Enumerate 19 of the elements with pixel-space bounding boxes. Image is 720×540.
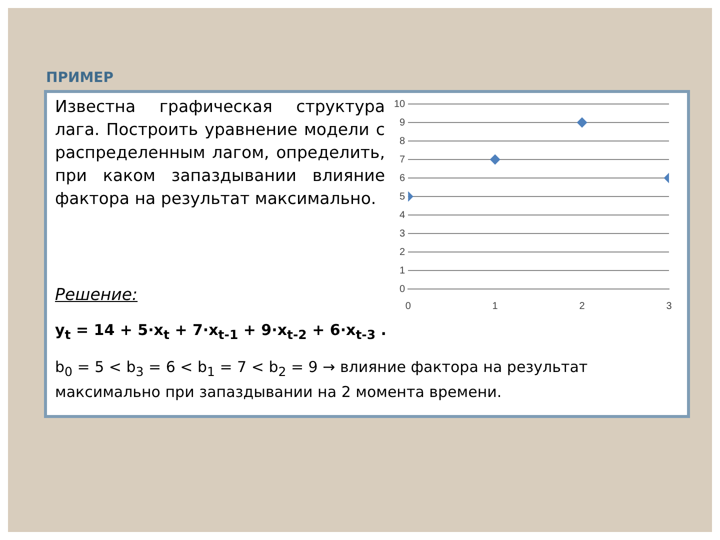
text: y$_{t}$ = 14 + 5·x$_{t}$ + 7·x$_{t-1}$ + 9·x$_{t-2}$ + 6·x$_{t-3}$ . [55, 321, 386, 342]
y-tick-label: 4 [400, 210, 406, 221]
y-tick-label: 7 [400, 154, 406, 166]
y-tick-label: 8 [400, 136, 406, 147]
text: Решение: [55, 285, 138, 304]
y-tick-label: 3 [400, 228, 406, 240]
y-tick-label: 6 [400, 172, 406, 184]
y-tick-label: 2 [400, 246, 406, 258]
y-tick-label: 0 [400, 284, 406, 295]
y-tick-label: 9 [400, 117, 406, 128]
y-tick-label: 1 [400, 265, 406, 276]
text: ПРИМЕР [46, 70, 114, 86]
text: Известна графическая структура лага. Построить уравнение модели с распределенным лагом, определить, при каком запаздывании влияние фактора на результат максимально. [55, 96, 385, 210]
x-tick-label: 3 [666, 300, 672, 312]
text: b$_{0}$ = 5 < b$_{3}$ = 6 < b$_{1}$ = 7 < b$_{2}$ = 9 → влияние фактора на результат максимально при запаздывании на 2 момента времени. [55, 358, 588, 401]
x-tick-label: 1 [492, 300, 498, 312]
y-tick-label: 5 [400, 191, 406, 202]
y-tick-label: 10 [394, 98, 406, 110]
x-tick-label: 2 [579, 300, 586, 312]
